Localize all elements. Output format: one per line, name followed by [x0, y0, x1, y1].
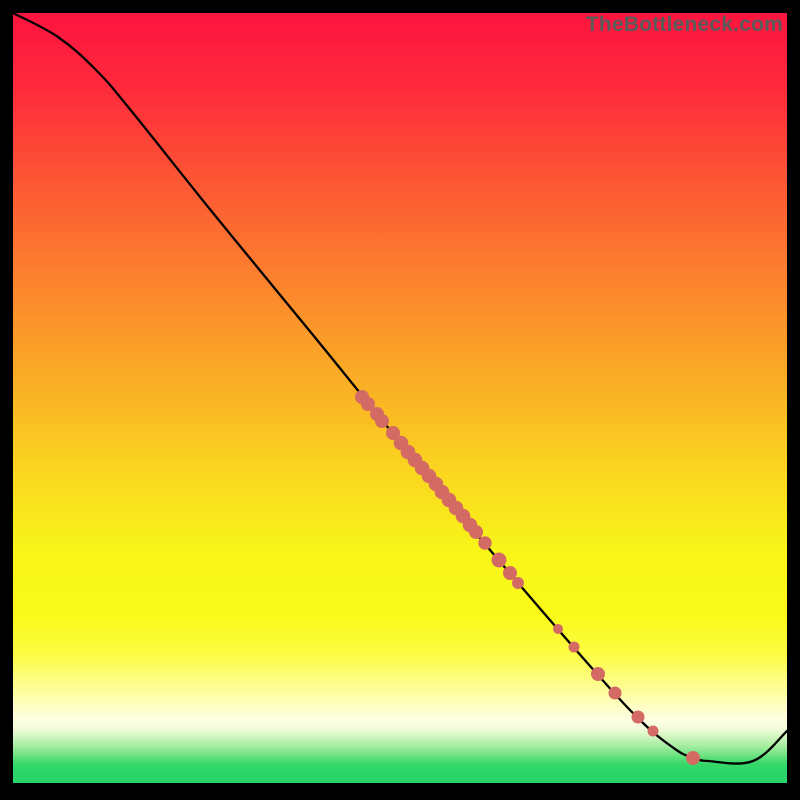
chart-marker	[504, 567, 517, 580]
chart-marker	[687, 752, 700, 765]
chart-marker	[592, 668, 605, 681]
chart-marker	[609, 687, 621, 699]
chart-marker	[376, 415, 389, 428]
chart-marker	[492, 553, 506, 567]
chart-marker	[569, 642, 579, 652]
chart-overlay	[13, 13, 787, 783]
chart-marker	[470, 526, 483, 539]
chart-markers	[356, 391, 700, 765]
chart-curve	[13, 13, 787, 764]
chart-plot-area: TheBottleneck.com	[13, 13, 787, 783]
chart-marker	[648, 726, 658, 736]
chart-marker	[632, 711, 644, 723]
chart-marker	[554, 625, 563, 634]
chart-marker	[479, 537, 491, 549]
watermark-label: TheBottleneck.com	[586, 13, 783, 37]
chart-marker	[362, 398, 375, 411]
chart-marker	[513, 578, 524, 589]
